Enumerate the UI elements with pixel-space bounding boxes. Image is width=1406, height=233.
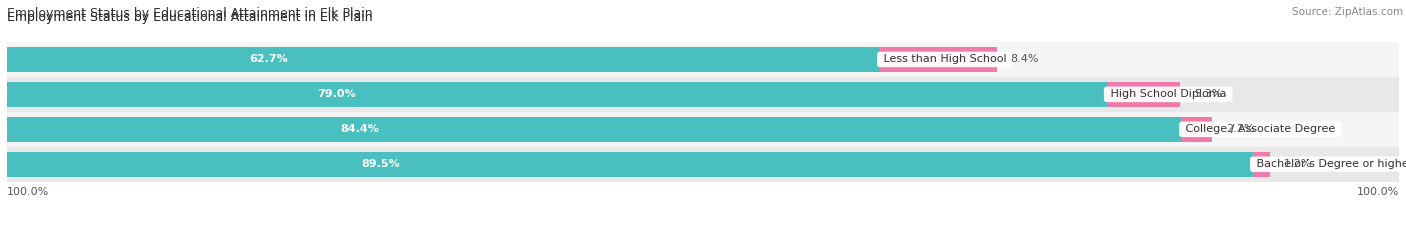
Text: 89.5%: 89.5%: [361, 159, 401, 169]
Bar: [7, 82, 1107, 107]
Text: Source: ZipAtlas.com: Source: ZipAtlas.com: [1292, 7, 1403, 17]
Bar: [7, 42, 1399, 77]
Text: High School Diploma: High School Diploma: [1107, 89, 1230, 99]
Bar: [1253, 152, 1270, 177]
Bar: [7, 112, 1399, 147]
Bar: [7, 117, 1182, 142]
Text: 100.0%: 100.0%: [7, 187, 49, 197]
Text: 100.0%: 100.0%: [1357, 187, 1399, 197]
Text: 1.2%: 1.2%: [1284, 159, 1312, 169]
Text: 79.0%: 79.0%: [318, 89, 356, 99]
Text: Employment Status by Educational Attainment in Elk Plain: Employment Status by Educational Attainm…: [7, 11, 373, 24]
Bar: [7, 152, 1253, 177]
Bar: [1107, 82, 1181, 107]
Text: 62.7%: 62.7%: [249, 55, 288, 64]
Bar: [880, 47, 997, 72]
Text: 84.4%: 84.4%: [340, 124, 378, 134]
Text: 8.4%: 8.4%: [1011, 55, 1039, 64]
Text: 5.3%: 5.3%: [1194, 89, 1223, 99]
Bar: [7, 147, 1399, 182]
Bar: [7, 77, 1399, 112]
Text: Bachelor’s Degree or higher: Bachelor’s Degree or higher: [1253, 159, 1406, 169]
Bar: [7, 47, 880, 72]
Text: Employment Status by Educational Attainment in Elk Plain: Employment Status by Educational Attainm…: [7, 7, 373, 20]
Text: 2.2%: 2.2%: [1226, 124, 1256, 134]
Bar: [1182, 117, 1212, 142]
Text: Less than High School: Less than High School: [880, 55, 1010, 64]
Text: College / Associate Degree: College / Associate Degree: [1182, 124, 1339, 134]
